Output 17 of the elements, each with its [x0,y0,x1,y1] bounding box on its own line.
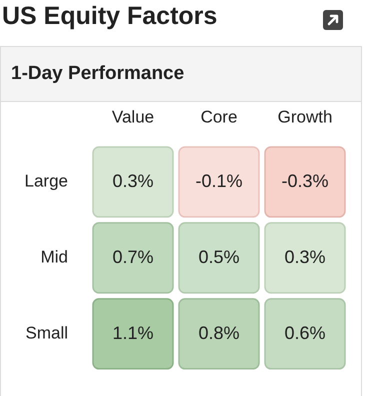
chart-subtitle: 1-Day Performance [1,47,361,102]
data-label: 0.3% [112,170,154,191]
chart-title: US Equity Factors [2,2,218,31]
data-label: 0.5% [198,246,240,267]
data-label: -0.3% [281,170,329,191]
data-label: 0.8% [198,322,240,343]
y-tick-label: Mid [40,248,68,267]
y-tick-label: Large [24,172,68,191]
data-label: 0.3% [284,246,326,267]
data-label: 0.7% [112,246,154,267]
x-tick-label: Growth [278,107,332,126]
data-label: -0.1% [195,170,243,191]
x-tick-label: Core [200,107,238,126]
data-label: 1.1% [112,322,154,343]
y-tick-label: Small [25,324,68,343]
x-tick-label: Value [112,107,154,126]
data-label: 0.6% [284,322,326,343]
